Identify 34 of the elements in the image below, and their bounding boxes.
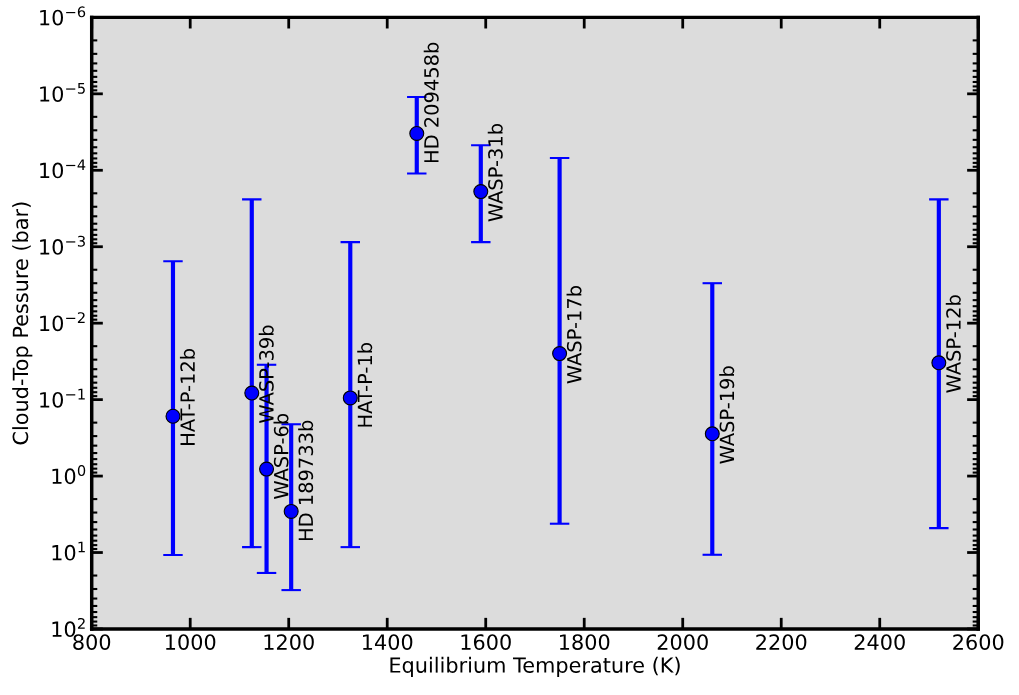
x-tick-label: 2000 — [657, 634, 708, 650]
annotation: HD 209458b — [423, 42, 439, 163]
annotation: HD 189733b — [298, 420, 314, 541]
point — [409, 125, 425, 141]
annotation: HAT-P-12b — [179, 348, 195, 445]
annotation: HAT-P-1b — [357, 342, 373, 427]
x-tick-label: 1000 — [165, 634, 216, 650]
x-tick-label: 1200 — [264, 634, 314, 650]
x-tick-label: 2200 — [756, 634, 807, 650]
point — [342, 390, 358, 406]
x-tick-label: 1600 — [461, 634, 511, 650]
annotation: WASP-12b — [945, 295, 961, 393]
y-tick-label: 10$^{0}$ — [52, 465, 86, 485]
y-tick-label: 10$^{1}$ — [52, 541, 85, 561]
x-tick-label: 2400 — [854, 634, 905, 650]
annotation: WASP-31b — [487, 124, 503, 222]
point — [283, 503, 299, 519]
annotation: WASP-19b — [719, 366, 735, 464]
y-tick-label: 10$^{−3}$ — [40, 235, 85, 255]
y-tick-label: 10$^{−2}$ — [40, 312, 85, 332]
x-tick-label: 1800 — [560, 634, 610, 650]
y-axis-title: Cloud-Top Pessure (bar) — [12, 202, 33, 445]
y-tick-label: 10$^{−5}$ — [40, 82, 85, 102]
annotation: WASP-6b — [273, 413, 289, 499]
x-tick-label: 2600 — [953, 634, 1004, 650]
annotation: WASP-39b — [258, 325, 274, 423]
x-tick-label: 1400 — [363, 634, 413, 650]
point — [704, 426, 720, 442]
x-axis-title: Equilibrium Temperature (K) — [390, 656, 680, 677]
y-tick-label: 10$^{−6}$ — [40, 6, 86, 26]
annotation: WASP-17b — [566, 286, 582, 384]
point — [165, 408, 181, 424]
y-tick-label: 10$^{−4}$ — [40, 159, 86, 179]
y-tick-label: 10$^{−1}$ — [40, 388, 85, 408]
